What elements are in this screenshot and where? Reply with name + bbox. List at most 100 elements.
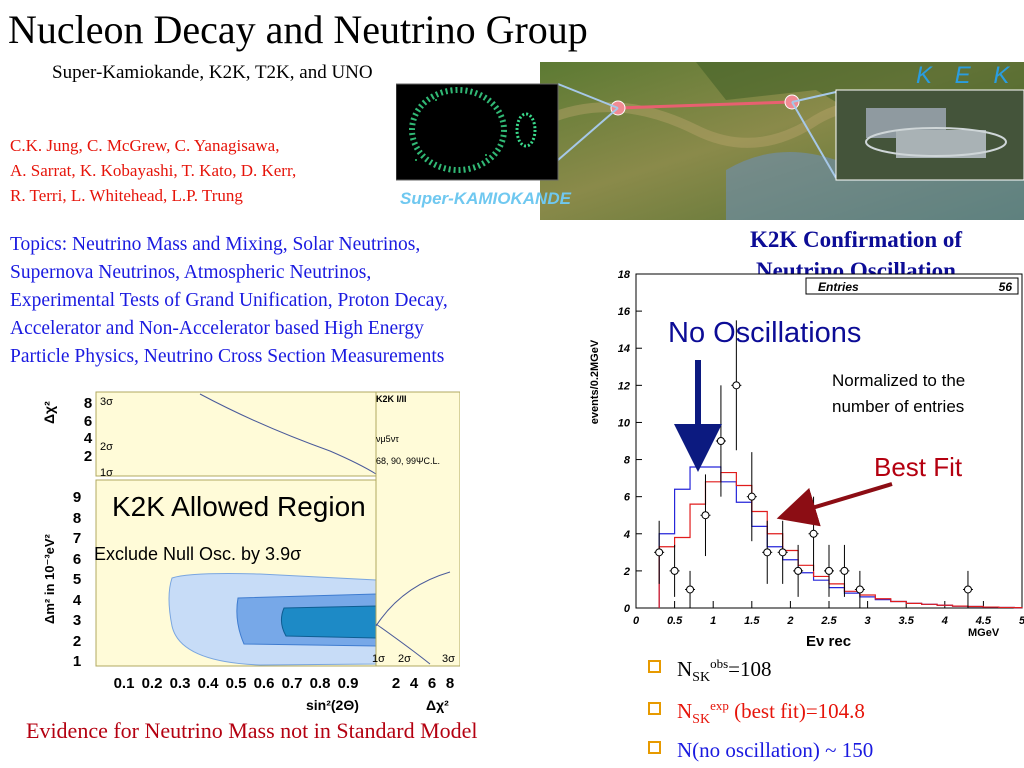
sigma-label: 2σ	[100, 441, 113, 453]
tick-label: 6	[84, 413, 92, 430]
beam-line	[617, 100, 793, 110]
bullet-superscript: exp	[710, 698, 729, 713]
topics-line: Particle Physics, Neutrino Cross Section…	[10, 346, 445, 367]
tick-label: 8	[84, 395, 92, 412]
tick-label: 5	[73, 571, 81, 588]
x-tick-label: 1	[710, 615, 716, 627]
y-tick-label: 8	[624, 455, 631, 467]
best-fit-arrow	[776, 482, 893, 527]
data-point	[732, 381, 741, 390]
data-point	[778, 548, 787, 557]
bullet-subscript: SK	[692, 670, 711, 686]
data-point	[747, 492, 756, 501]
topics-line: Topics: Neutrino Mass and Mixing, Solar …	[10, 234, 421, 255]
y-tick-label: 0	[624, 603, 631, 615]
y-tick-label: 18	[618, 269, 631, 281]
topics-line: Experimental Tests of Grand Unification,…	[10, 290, 448, 311]
stats-label: Entries	[818, 280, 859, 294]
panel-label: K2K I/II	[376, 394, 407, 404]
x-tick-label: 0	[633, 615, 640, 627]
normalized-note: number of entries	[832, 397, 964, 416]
y-tick-label: 10	[618, 417, 631, 429]
tick-label: 3	[73, 612, 81, 629]
x-tick-label: 3.5	[899, 615, 915, 627]
page-title: Nucleon Decay and Neutrino Group	[8, 7, 588, 52]
x-tick-label: 5	[1019, 615, 1024, 627]
tick-label: 0.4	[198, 675, 220, 692]
tick-label: 0.6	[254, 675, 275, 692]
tick-label: 0.5	[226, 675, 247, 692]
y-tick-label: 4	[623, 529, 630, 541]
tick-label: 0.2	[142, 675, 163, 692]
tick-label: 0.7	[282, 675, 303, 692]
bullet-item: NSKexp (best fit)=104.8	[648, 698, 865, 728]
bullet-value: =108	[728, 657, 772, 681]
stats-box	[805, 277, 1019, 295]
tick-label: 1	[73, 653, 81, 670]
data-point	[825, 566, 833, 575]
bullet-text: N	[677, 657, 693, 681]
tick-label: 0.3	[170, 675, 191, 692]
x-tick-label: 0.5	[667, 615, 683, 627]
sin2-axis-label: sin²(2Θ)	[306, 697, 359, 713]
channel-label: νμ5ντ	[376, 434, 399, 444]
dchi2-bottom-label: Δχ²	[426, 697, 449, 713]
tick-label: 2	[392, 675, 400, 692]
tick-label: 8	[446, 675, 454, 692]
tick-label: 0.8	[310, 675, 331, 692]
bullet-value: (best fit)=104.8	[728, 699, 865, 723]
data-point	[763, 548, 772, 557]
cl-label: 68, 90, 99ΨC.L.	[376, 456, 440, 466]
tick-label: 9	[73, 489, 81, 506]
bullet-square-icon	[648, 660, 661, 673]
tick-label: 4	[84, 430, 93, 447]
bullet-square-icon	[648, 741, 661, 754]
sigma-label: 1σ	[100, 467, 113, 479]
sigma-label: 2σ	[398, 653, 411, 665]
x-tick-label: 4.5	[975, 615, 992, 627]
superk-event-display	[396, 83, 559, 181]
data-point	[963, 585, 972, 594]
data-point	[809, 529, 818, 538]
tick-label: 0.1	[114, 675, 135, 692]
stats-value: 56	[999, 280, 1013, 294]
y-axis-label: events/0.2MGeV	[589, 339, 601, 424]
dchi2-axis-label: Δχ²	[41, 401, 57, 424]
normalized-note: Normalized to the	[832, 371, 965, 390]
x-tick-label: 2	[786, 615, 793, 627]
bullet-item: NSKobs=108	[648, 656, 771, 686]
bullet-item: N(no oscillation) ~ 150	[648, 738, 873, 763]
y-tick-label: 14	[618, 343, 630, 355]
kek-label: K E K	[916, 62, 1017, 89]
tick-label: 6	[73, 551, 81, 568]
no-oscillations-label: No Oscillations	[668, 317, 861, 349]
superk-label: Super-KAMIOKANDE	[400, 189, 572, 208]
x-tick-label: 4	[941, 615, 948, 627]
evidence-caption: Evidence for Neutrino Mass not in Standa…	[26, 718, 478, 743]
sigma-label: 3σ	[442, 653, 455, 665]
data-point	[855, 585, 864, 594]
bullet-text: N(no oscillation) ~ 150	[677, 738, 874, 762]
topics-line: Supernova Neutrinos, Atmospheric Neutrin…	[10, 262, 372, 283]
x-tick-label: 3	[865, 615, 871, 627]
tick-label: 0.9	[338, 675, 359, 692]
bullet-square-icon	[648, 702, 661, 715]
allowed-region-figure: 3σ 2σ 1σ 1σ 2σ 3σ K2K I/II νμ5ντ 68, 90,…	[30, 386, 460, 718]
y-tick-label: 16	[618, 306, 631, 318]
allowed-region-subtitle: Exclude Null Osc. by 3.9σ	[94, 544, 301, 564]
bullet-superscript: obs	[710, 656, 729, 671]
author-line: C.K. Jung, C. McGrew, C. Yanagisawa,	[10, 136, 280, 155]
tick-label: 6	[428, 675, 436, 692]
x-axis-unit: MGeV	[968, 627, 1000, 639]
topics-line: Accelerator and Non-Accelerator based Hi…	[10, 318, 424, 339]
contour-68cl	[280, 605, 377, 639]
data-point	[701, 511, 710, 520]
allowed-region-title: K2K Allowed Region	[112, 491, 366, 522]
data-point	[840, 566, 849, 575]
data-point	[794, 566, 803, 575]
y-tick-label: 12	[618, 380, 630, 392]
bullet-text: N	[677, 699, 693, 723]
bullet-subscript: SK	[692, 712, 711, 728]
best-fit-label: Best Fit	[874, 452, 963, 482]
tick-label: 2	[73, 633, 81, 650]
